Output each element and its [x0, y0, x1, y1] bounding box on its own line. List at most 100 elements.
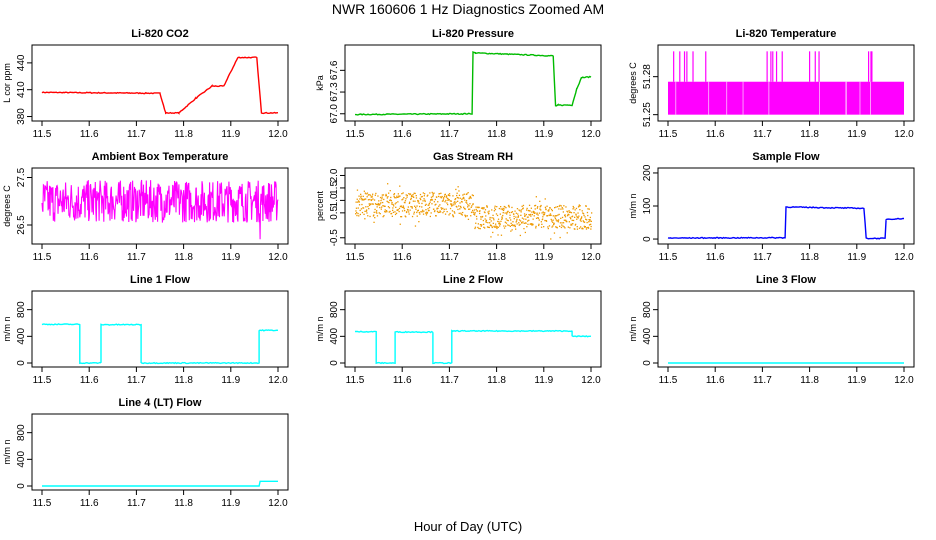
series-point [394, 197, 396, 199]
series-point [589, 216, 591, 219]
series-point [464, 216, 467, 218]
series-point [428, 209, 430, 212]
series-line [42, 480, 278, 487]
series-point [451, 210, 454, 212]
panel-title: Line 1 Flow [130, 274, 190, 286]
series-point [516, 223, 518, 225]
series-point [398, 207, 401, 210]
series-point [483, 226, 485, 228]
y-tick-label: 200 [642, 164, 653, 181]
series-point [405, 216, 407, 218]
series-point [414, 225, 417, 227]
series-point [462, 211, 464, 214]
series-point [428, 204, 430, 206]
series-point [536, 212, 538, 214]
series-point [562, 208, 564, 210]
series-point [367, 215, 369, 217]
series-point [574, 224, 576, 226]
series-point [581, 210, 583, 212]
x-tick-label: 12.0 [581, 375, 601, 386]
y-axis-label: m/m n [2, 316, 12, 341]
series-point [483, 223, 485, 225]
series-point [413, 211, 415, 213]
series-point [569, 211, 572, 213]
series-point [370, 203, 372, 205]
series-point [424, 200, 426, 203]
series-point [494, 226, 496, 228]
series-point [527, 209, 530, 212]
series-point [519, 234, 521, 237]
series-point [495, 226, 497, 228]
series-point [523, 213, 526, 215]
series-point [546, 205, 548, 207]
figure-title: NWR 160606 1 Hz Diagnostics Zoomed AM [332, 1, 604, 17]
series-point [509, 214, 511, 216]
series-point [355, 213, 357, 215]
series-point [378, 200, 380, 202]
series-point [461, 201, 463, 203]
series-point [573, 212, 575, 214]
series-point [499, 223, 501, 225]
series-point [392, 203, 394, 206]
y-tick-label: 800 [329, 301, 340, 318]
series-point [479, 224, 482, 226]
series-point [585, 218, 587, 220]
series-point [492, 217, 495, 219]
series-point [422, 213, 425, 215]
series-point [515, 221, 517, 223]
series-point [487, 226, 489, 228]
series-point [457, 200, 459, 202]
series-point [366, 192, 369, 194]
series-point [390, 200, 392, 202]
series-point [360, 193, 362, 195]
series-point [445, 199, 447, 202]
series-line [355, 50, 592, 116]
series-point [580, 220, 582, 222]
series-point [586, 219, 588, 221]
series-point [506, 213, 508, 215]
series-point [487, 211, 489, 213]
y-tick-label: 67.6 [329, 60, 340, 80]
series-point [457, 186, 459, 188]
series-point [583, 214, 585, 217]
series-point [519, 210, 521, 212]
series-point [516, 220, 518, 222]
x-tick-label: 11.7 [440, 252, 459, 263]
series-point [469, 196, 472, 198]
series-point [495, 223, 497, 225]
series-point [502, 212, 504, 214]
series-point [496, 226, 498, 228]
series-point [364, 218, 366, 220]
series-point [510, 211, 513, 214]
series-point [364, 210, 366, 212]
series-point [363, 199, 365, 201]
series-point [494, 205, 496, 207]
x-tick-label: 12.0 [581, 252, 601, 263]
series-point [515, 216, 517, 218]
series-point [539, 208, 541, 210]
series-point [550, 218, 552, 221]
series-point [580, 217, 583, 219]
series-point [373, 199, 376, 201]
series-point [480, 225, 482, 227]
series-point [377, 202, 379, 205]
series-point [511, 206, 513, 209]
series-point [398, 196, 400, 198]
series-point [358, 215, 360, 217]
series-point [562, 225, 564, 227]
series-point [488, 210, 490, 212]
x-tick-label: 11.7 [440, 375, 459, 386]
series-point [528, 210, 530, 212]
series-point [562, 211, 564, 213]
series-point [516, 218, 518, 220]
x-tick-label: 12.0 [268, 129, 288, 140]
series-point [416, 210, 419, 212]
plot-frame [657, 44, 915, 122]
series-point [522, 204, 525, 207]
series-point [486, 226, 489, 228]
series-point [399, 195, 401, 197]
series-point [504, 206, 506, 208]
y-tick-label: 51.28 [642, 64, 653, 89]
x-tick-label: 11.9 [221, 498, 240, 509]
